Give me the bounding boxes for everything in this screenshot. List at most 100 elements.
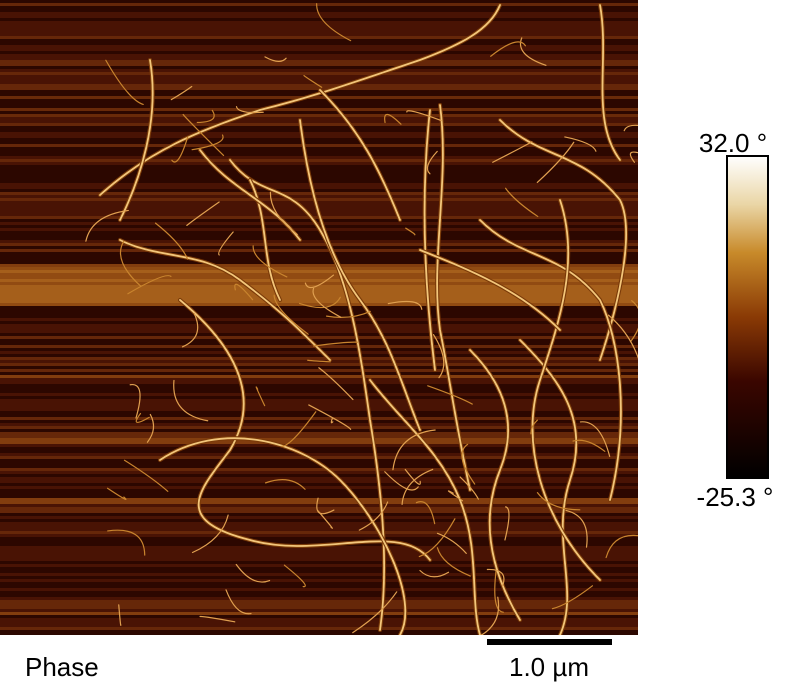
scan-line bbox=[0, 486, 638, 489]
scan-line bbox=[0, 69, 638, 72]
scan-line bbox=[0, 276, 638, 279]
fibril bbox=[490, 41, 527, 57]
fibril bbox=[325, 310, 371, 318]
fibril bbox=[572, 439, 606, 452]
scan-line bbox=[0, 432, 638, 435]
scan-line bbox=[0, 540, 638, 543]
scan-line bbox=[0, 531, 638, 534]
scan-line bbox=[0, 258, 638, 261]
scan-line bbox=[0, 330, 638, 333]
fibril bbox=[447, 490, 464, 502]
fibril bbox=[387, 300, 423, 310]
scan-line bbox=[0, 390, 638, 393]
scan-line bbox=[0, 96, 638, 99]
fibril bbox=[255, 386, 266, 407]
scan-line bbox=[0, 534, 638, 537]
fibril bbox=[308, 404, 352, 430]
scan-line bbox=[0, 474, 638, 477]
fibril bbox=[159, 437, 407, 635]
scan-line bbox=[0, 525, 638, 528]
colorbar-max-label: 32.0 ° bbox=[699, 128, 767, 158]
scan-line bbox=[0, 273, 638, 276]
fibril bbox=[129, 384, 141, 419]
fibril bbox=[426, 150, 438, 175]
fibril bbox=[392, 429, 436, 471]
scan-line bbox=[0, 579, 638, 582]
scan-line bbox=[0, 15, 638, 18]
fibril bbox=[225, 589, 252, 615]
scan-line bbox=[0, 204, 638, 207]
fibril bbox=[234, 283, 254, 301]
fibril bbox=[494, 569, 504, 613]
fibril bbox=[479, 219, 622, 501]
scan-line bbox=[0, 54, 638, 57]
scan-line bbox=[0, 156, 638, 159]
fibril bbox=[406, 110, 442, 122]
fibril bbox=[119, 59, 154, 221]
fibril bbox=[281, 411, 317, 447]
fibril bbox=[401, 468, 434, 506]
scan-line bbox=[0, 78, 638, 81]
scan-line bbox=[0, 246, 638, 249]
scan-line bbox=[0, 420, 638, 423]
scan-line bbox=[0, 429, 638, 432]
fibril bbox=[283, 564, 306, 588]
fibril bbox=[304, 274, 335, 289]
scan-line bbox=[0, 249, 638, 252]
scan-line bbox=[0, 186, 638, 189]
scan-line bbox=[0, 507, 638, 510]
fibril bbox=[313, 341, 359, 347]
scan-line bbox=[0, 549, 638, 552]
scan-line bbox=[0, 291, 638, 294]
fibril bbox=[486, 568, 505, 587]
scan-line bbox=[0, 138, 638, 141]
scan-line bbox=[0, 357, 638, 360]
scan-line bbox=[0, 36, 638, 39]
scan-line bbox=[0, 354, 638, 357]
scan-line bbox=[0, 315, 638, 318]
scan-line bbox=[0, 582, 638, 585]
scan-line bbox=[0, 519, 638, 522]
scan-line bbox=[0, 0, 638, 3]
fibril bbox=[170, 85, 193, 101]
scan-line bbox=[0, 465, 638, 468]
scan-line bbox=[0, 624, 638, 627]
scan-line bbox=[0, 441, 638, 444]
fibril bbox=[249, 179, 281, 301]
fibril bbox=[119, 239, 331, 361]
scan-line bbox=[0, 351, 638, 354]
fibril bbox=[564, 136, 597, 152]
scan-line bbox=[0, 6, 638, 9]
scan-line bbox=[0, 453, 638, 456]
scan-line bbox=[0, 108, 638, 111]
fibril bbox=[173, 379, 209, 422]
fibril bbox=[405, 227, 416, 236]
scan-line bbox=[0, 615, 638, 618]
fibril bbox=[252, 245, 288, 278]
fibril bbox=[264, 56, 287, 62]
scan-line bbox=[0, 381, 638, 384]
scan-line bbox=[0, 621, 638, 624]
fibril bbox=[218, 231, 234, 256]
fibril bbox=[318, 367, 354, 401]
scan-line bbox=[0, 408, 638, 411]
fibril bbox=[196, 109, 215, 124]
scan-line bbox=[0, 477, 638, 480]
scan-line bbox=[0, 594, 638, 597]
fibril bbox=[229, 159, 386, 631]
scan-line bbox=[0, 177, 638, 180]
fibril bbox=[107, 529, 146, 556]
fibril bbox=[182, 113, 225, 157]
scan-line bbox=[0, 279, 638, 282]
scan-line bbox=[0, 387, 638, 390]
scan-line bbox=[0, 456, 638, 459]
scan-line bbox=[0, 609, 638, 612]
scan-line bbox=[0, 567, 638, 570]
fibrils bbox=[85, 3, 638, 635]
scan-line bbox=[0, 171, 638, 174]
fibril bbox=[154, 222, 189, 260]
scan-line bbox=[0, 189, 638, 192]
scan-line bbox=[0, 492, 638, 495]
scan-line bbox=[0, 564, 638, 567]
